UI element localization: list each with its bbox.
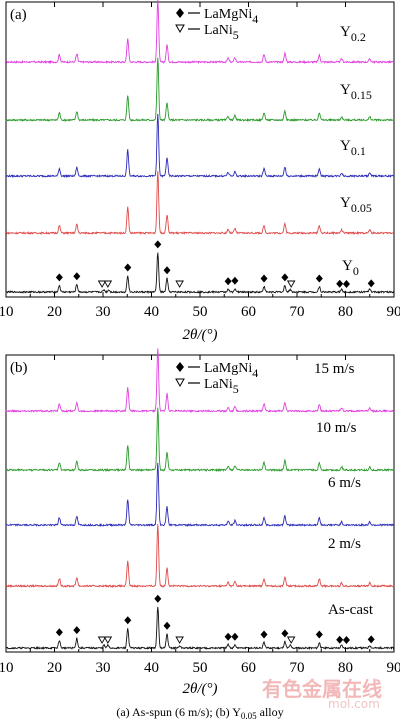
series-trace	[6, 114, 394, 177]
lamgni4-marker	[316, 631, 323, 639]
x-tick-label: 30	[96, 304, 111, 320]
lani5-marker	[288, 637, 295, 643]
lamgni4-marker	[343, 636, 350, 644]
plot-frame	[6, 2, 394, 297]
lani5-marker	[176, 281, 183, 287]
lamgni4-marker	[231, 633, 238, 641]
lamgni4-marker	[261, 631, 268, 639]
series-trace	[6, 171, 394, 234]
triangle-icon	[176, 379, 184, 386]
figure-caption: (a) As-spun (6 m/s); (b) Y0.05 alloy	[116, 705, 283, 721]
series-trace	[6, 58, 394, 121]
x-tick-label: 50	[193, 660, 208, 676]
lamgni4-marker	[343, 280, 350, 288]
series-label: 6 m/s	[328, 475, 361, 491]
lamgni4-marker	[316, 275, 323, 283]
series-label: 2 m/s	[328, 536, 361, 552]
x-tick-label: 10	[0, 304, 14, 320]
series-label: 10 m/s	[316, 420, 357, 436]
series-trace	[6, 253, 394, 293]
x-axis-label: 2θ/(°)	[182, 681, 217, 697]
x-tick-label: 20	[47, 660, 62, 676]
series-label: 15 m/s	[314, 361, 355, 377]
x-tick-label: 40	[144, 304, 159, 320]
lamgni4-marker	[281, 629, 288, 637]
series-label: Y0.1	[340, 138, 366, 158]
series-trace	[6, 463, 394, 526]
diamond-icon	[176, 8, 184, 18]
x-tick-label: 90	[387, 304, 400, 320]
phase-markers	[56, 240, 375, 288]
series-label: Y0.15	[340, 82, 372, 102]
lamgni4-marker	[56, 628, 63, 636]
lamgni4-marker	[56, 273, 63, 281]
x-tick-label: 60	[241, 304, 256, 320]
triangle-icon	[176, 25, 184, 32]
phase-markers	[56, 595, 375, 644]
lani5-marker	[288, 281, 295, 287]
lamgni4-marker	[225, 277, 232, 285]
x-tick-label: 50	[193, 304, 208, 320]
x-axis-label: 2θ/(°)	[182, 327, 217, 343]
series-trace	[6, 524, 394, 587]
diamond-icon	[176, 362, 184, 372]
panel-label: (a)	[10, 7, 27, 23]
series-trace	[6, 408, 394, 471]
x-tick-label: 80	[338, 304, 353, 320]
series-label: Y0.2	[340, 24, 366, 44]
x-tick-label: 10	[0, 660, 14, 676]
x-tick-label: 20	[47, 304, 62, 320]
lamgni4-marker	[124, 264, 131, 272]
legend-entry-label: LaNi5	[204, 23, 239, 42]
lamgni4-marker	[73, 626, 80, 634]
x-tick-label: 80	[338, 660, 353, 676]
lamgni4-marker	[281, 273, 288, 281]
lamgni4-marker	[261, 275, 268, 283]
x-tick-label: 90	[387, 660, 400, 676]
lamgni4-marker	[154, 595, 161, 603]
lamgni4-marker	[124, 616, 131, 624]
series-trace	[6, 0, 394, 63]
lamgni4-marker	[368, 635, 375, 643]
lamgni4-marker	[231, 277, 238, 285]
x-tick-label: 40	[144, 660, 159, 676]
x-tick-label: 70	[290, 660, 305, 676]
lamgni4-marker	[336, 280, 343, 288]
series-label: Y0	[342, 258, 359, 278]
lamgni4-marker	[73, 272, 80, 280]
series-label: As-cast	[328, 602, 374, 618]
lamgni4-marker	[154, 240, 161, 248]
lamgni4-marker	[336, 636, 343, 644]
lamgni4-marker	[164, 266, 171, 274]
lani5-marker	[176, 637, 183, 643]
lamgni4-marker	[225, 633, 232, 641]
x-tick-label: 60	[241, 660, 256, 676]
panel-label: (b)	[10, 360, 28, 376]
watermark-url: mol.com	[328, 697, 380, 711]
lamgni4-marker	[164, 622, 171, 630]
x-tick-label: 30	[96, 660, 111, 676]
lamgni4-marker	[368, 279, 375, 287]
series-label: Y0.05	[340, 195, 372, 215]
legend-entry-label: LaNi5	[204, 377, 239, 396]
x-tick-label: 70	[290, 304, 305, 320]
